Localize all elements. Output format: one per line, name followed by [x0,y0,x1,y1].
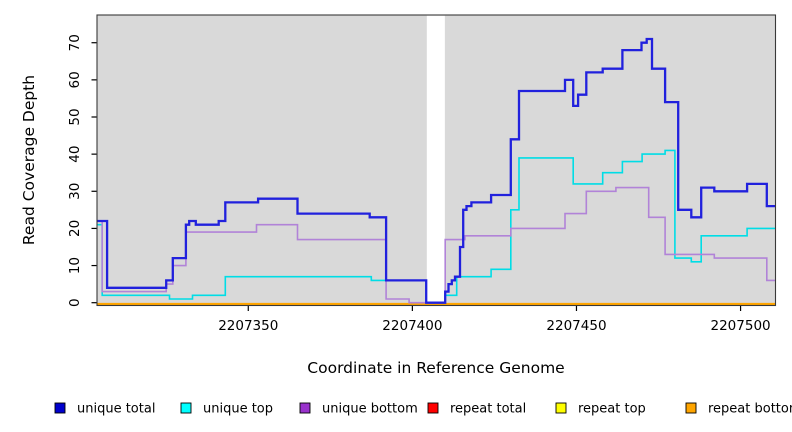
y-tick-label: 50 [67,108,83,125]
legend-label-unique-bottom: unique bottom [322,402,418,417]
legend-swatch-repeat-top [555,402,567,414]
series-line-unique-bottom [97,186,775,304]
legend-label-repeat-bottom: repeat bottom [708,402,792,417]
y-tick-label: 60 [67,71,83,88]
y-tick-label: 30 [67,183,83,200]
x-tick-label: 2207500 [711,318,771,334]
plot-border [96,14,777,307]
legend-swatch-unique-total [54,402,66,414]
series-line-unique-top [97,149,775,304]
y-tick-label: 0 [67,298,83,307]
chart-dynamic-layer: 2207350 2207400 2207450 2207500 0 10 20 30 40 50 6… [54,14,792,417]
legend-swatch-unique-top [180,402,192,414]
x-axis-title: Coordinate in Reference Genome [307,359,564,377]
legend-swatch-repeat-total [427,402,439,414]
legend-swatch-unique-bottom [299,402,311,414]
y-tick-label: 10 [67,257,83,274]
masked-region [426,15,445,305]
legend-label-unique-total: unique total [77,402,155,417]
legend-label-repeat-total: repeat total [450,402,526,417]
y-tick-label: 20 [67,220,83,237]
y-tick-label: 70 [67,34,83,51]
x-tick-label: 2207400 [382,318,442,334]
y-axis-title: Read Coverage Depth [20,75,38,245]
x-tick-label: 2207350 [218,318,278,334]
y-tick-label: 40 [67,146,83,163]
legend-label-unique-top: unique top [203,402,273,417]
x-tick-label: 2207450 [546,318,606,334]
legend-label-repeat-top: repeat top [578,402,646,417]
legend-swatch-repeat-bottom [685,402,697,414]
series-line-unique-total [97,37,775,304]
